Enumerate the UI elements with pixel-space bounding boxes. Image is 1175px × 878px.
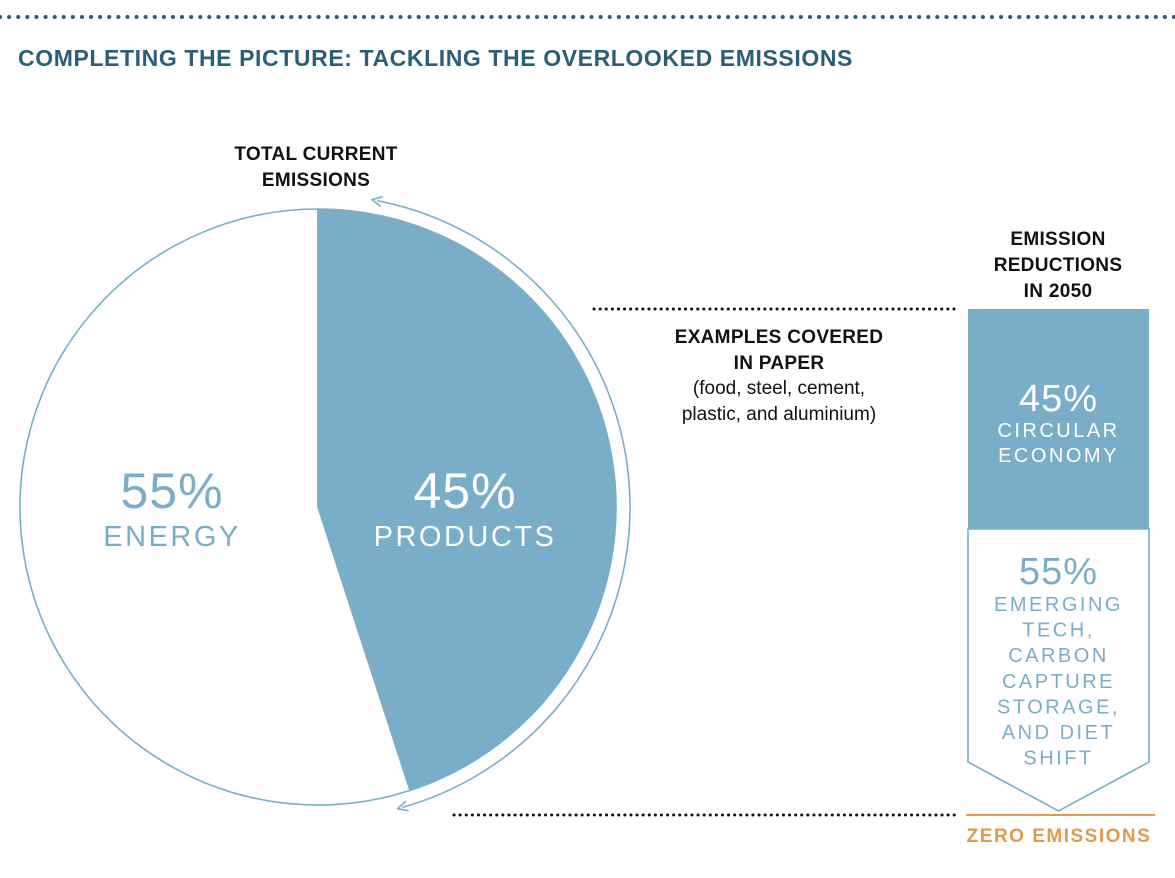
annotation-heading-line-1: EXAMPLES COVERED: [675, 327, 884, 348]
pie-value-label-energy: 55%: [120, 463, 223, 519]
pie-category-label-products: PRODUCTS: [374, 521, 557, 553]
pie-value-label-products: 45%: [413, 463, 516, 519]
bar-title-line-3: IN 2050: [1024, 281, 1093, 302]
circular-economy-value-label: 45%: [1019, 378, 1098, 420]
emerging-tech-label-line: AND DIET: [1002, 722, 1115, 744]
bar-title-line-1: EMISSION: [1010, 229, 1105, 250]
annotation-detail-line-2: plastic, and aluminium): [682, 404, 876, 425]
products-span-arrow: [377, 201, 631, 808]
pie-category-label-energy: ENERGY: [103, 521, 240, 553]
emerging-tech-label-line: EMERGING: [994, 594, 1123, 616]
emerging-tech-label-line: CAPTURE: [1002, 671, 1115, 693]
annotation-heading-line-2: IN PAPER: [734, 353, 825, 374]
bar-segment-emerging-tech: [967, 528, 1150, 812]
emerging-tech-value-label: 55%: [1019, 551, 1098, 593]
zero-emissions-label: ZERO EMISSIONS: [967, 826, 1152, 847]
emerging-tech-label-line: SHIFT: [1023, 748, 1093, 770]
emerging-tech-label-line: CARBON: [1008, 645, 1109, 667]
pie-chart: [19, 208, 617, 806]
page-title: COMPLETING THE PICTURE: TACKLING THE OVE…: [18, 45, 853, 71]
pie-slice-energy: [19, 208, 412, 806]
emerging-tech-label-line: TECH,: [1022, 620, 1095, 642]
bar-title-line-2: REDUCTIONS: [994, 255, 1123, 276]
circular-economy-label-line: ECONOMY: [998, 445, 1119, 467]
bar-segment-circular-economy: [968, 309, 1149, 529]
annotation-detail-line-1: (food, steel, cement,: [693, 378, 865, 399]
pie-title-line-2: EMISSIONS: [262, 170, 370, 191]
emerging-tech-labels: 55%EMERGING TECH, CARBON CAPTURE STORAGE, AND…: [994, 551, 1123, 770]
circular-economy-labels: 45%CIRCULAR ECONOMY: [997, 378, 1119, 467]
pie-title-line-1: TOTAL CURRENT: [234, 144, 397, 165]
emerging-tech-label-line: STORAGE,: [997, 696, 1120, 718]
circular-economy-label-line: CIRCULAR: [997, 420, 1119, 442]
